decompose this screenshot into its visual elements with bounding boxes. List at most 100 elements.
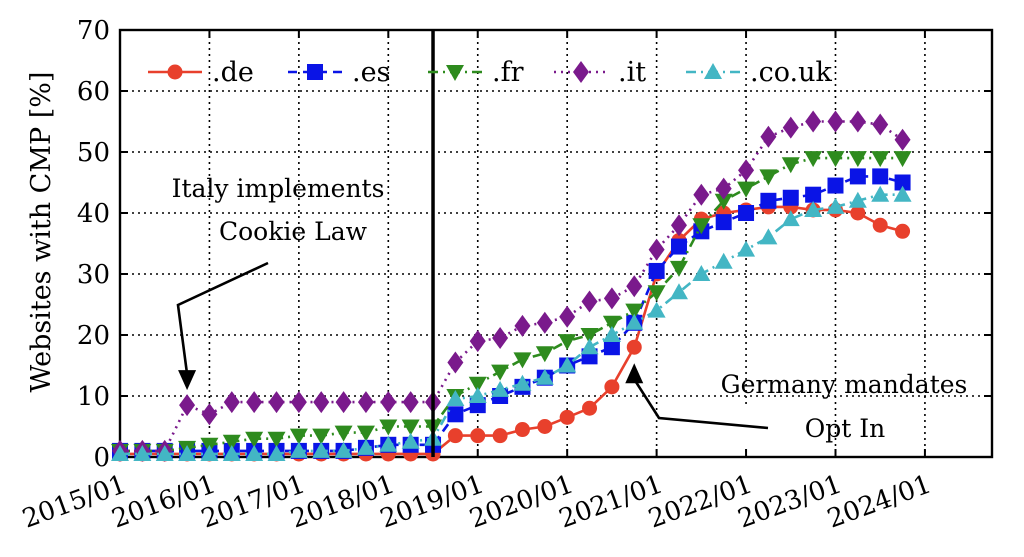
x-tick-label: 2019/01 — [376, 469, 488, 534]
data-point — [179, 394, 196, 417]
data-point — [268, 391, 285, 414]
annotation-arrow — [633, 378, 769, 430]
legend-item: .es — [288, 57, 390, 88]
annotation-text: Italy implements — [172, 174, 385, 203]
data-point — [558, 356, 577, 373]
data-point — [625, 303, 644, 320]
data-point — [603, 287, 620, 310]
data-point — [559, 409, 575, 425]
x-tick-label: 2024/01 — [824, 469, 936, 534]
plot-frame — [118, 28, 994, 459]
legend-label: .co.uk — [750, 57, 832, 88]
y-tick-label: 20 — [77, 321, 110, 351]
data-point — [648, 238, 665, 261]
data-point — [312, 428, 331, 445]
data-point — [848, 151, 867, 168]
data-point — [334, 425, 353, 442]
data-point — [804, 200, 823, 217]
data-point — [178, 444, 197, 461]
y-tick-label: 60 — [77, 77, 110, 107]
y-tick-label: 40 — [77, 199, 110, 229]
data-point — [760, 192, 777, 209]
data-point — [492, 428, 508, 444]
data-point — [872, 168, 889, 185]
legend-item: .co.uk — [686, 57, 832, 88]
x-tick-label: 2021/01 — [555, 469, 667, 534]
data-point — [805, 110, 822, 133]
data-point — [447, 428, 463, 444]
y-axis-title: Websites with CMP [%] — [26, 72, 57, 393]
legend-label: .de — [212, 57, 254, 88]
annotation-text: Cookie Law — [219, 217, 368, 246]
data-point — [290, 391, 307, 414]
legend-marker — [167, 64, 183, 80]
data-point — [759, 228, 778, 245]
annotation-arrow — [176, 261, 269, 375]
data-point — [582, 400, 598, 416]
legend-marker — [704, 63, 722, 79]
data-point — [535, 368, 554, 385]
data-point — [738, 205, 755, 221]
legend-label: .it — [618, 57, 646, 88]
data-point — [804, 151, 823, 168]
data-point — [669, 283, 688, 300]
data-point — [536, 311, 553, 334]
data-point — [872, 113, 889, 136]
data-point — [558, 334, 577, 351]
legend-item: .it — [554, 57, 646, 88]
data-point — [379, 435, 398, 452]
legend-marker — [446, 65, 464, 81]
data-point — [559, 305, 576, 328]
data-point — [446, 390, 465, 407]
data-point — [826, 151, 845, 168]
data-point — [313, 391, 330, 414]
data-point — [872, 217, 888, 233]
data-point — [334, 441, 353, 458]
data-point — [535, 346, 554, 363]
data-point — [514, 422, 530, 438]
data-point — [245, 444, 264, 461]
data-point — [714, 193, 733, 210]
data-point — [737, 240, 756, 257]
data-point — [537, 419, 553, 434]
data-point — [738, 159, 755, 182]
legend: .de .es .fr .it .co.uk — [148, 57, 832, 88]
data-point — [715, 214, 732, 231]
data-point — [604, 379, 620, 395]
data-point — [470, 428, 486, 444]
data-point — [581, 290, 598, 313]
data-point — [670, 214, 687, 237]
annotation-text: Germany mandates — [721, 370, 968, 399]
data-point — [155, 444, 174, 461]
data-point — [469, 330, 486, 353]
data-point — [289, 441, 308, 458]
data-point — [133, 444, 152, 461]
data-point — [267, 444, 286, 461]
data-point — [894, 174, 911, 191]
data-point — [200, 444, 219, 461]
data-point — [893, 151, 912, 168]
data-point — [468, 376, 487, 393]
y-tick-label: 30 — [77, 260, 110, 290]
series-it — [112, 110, 911, 462]
data-point — [447, 406, 464, 423]
data-point — [737, 181, 756, 198]
data-point — [714, 252, 733, 269]
data-point — [759, 169, 778, 186]
data-point — [670, 238, 687, 255]
annotation-arrowhead — [625, 363, 644, 384]
legend-label: .fr — [492, 57, 524, 88]
data-point — [895, 223, 911, 239]
data-point — [626, 275, 643, 298]
annotations: Italy implements Cookie Law Germany mandat… — [172, 174, 968, 447]
data-point — [492, 327, 509, 350]
data-point — [849, 168, 866, 185]
data-point — [626, 339, 642, 355]
data-point — [669, 260, 688, 277]
data-point — [514, 314, 531, 337]
y-tick-label: 70 — [77, 16, 110, 46]
data-point — [602, 315, 621, 332]
data-point — [380, 391, 397, 414]
data-point — [491, 364, 510, 381]
data-point — [246, 391, 263, 414]
